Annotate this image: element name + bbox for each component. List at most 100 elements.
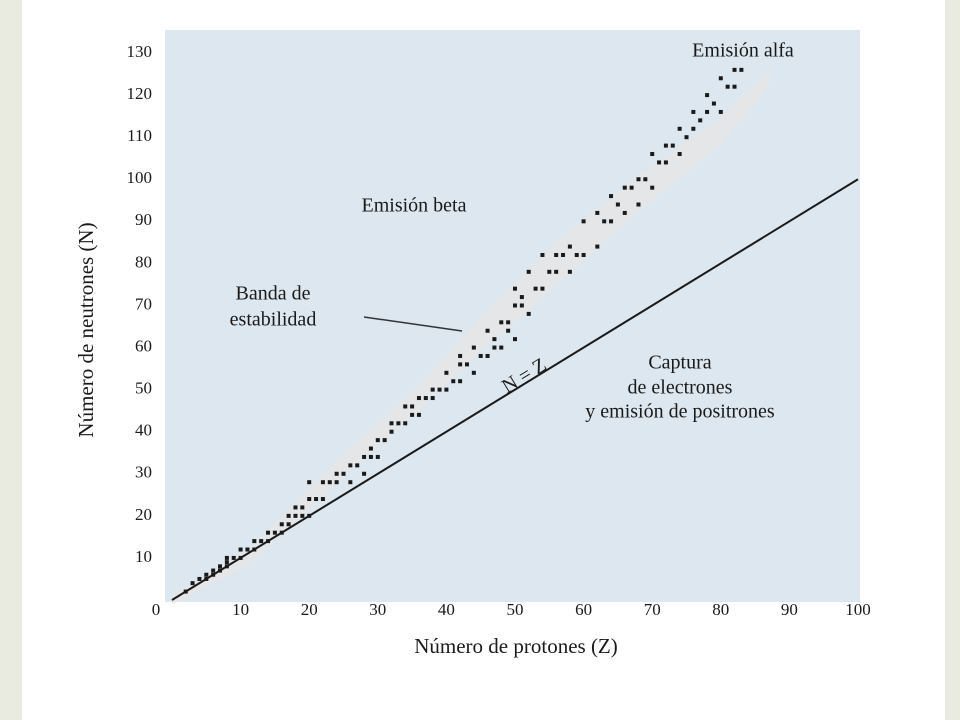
data-point	[519, 295, 524, 300]
data-point	[458, 379, 463, 384]
y-tick-label: 100	[127, 168, 153, 187]
data-point	[197, 576, 202, 581]
data-point	[677, 126, 682, 131]
data-point	[183, 589, 188, 594]
y-axis-label: Número de neutrones (N)	[74, 222, 98, 437]
data-point	[581, 219, 586, 224]
data-point	[636, 202, 641, 207]
data-point	[437, 387, 442, 392]
data-point	[368, 446, 373, 451]
data-point	[581, 252, 586, 257]
data-point	[389, 429, 394, 434]
data-point	[252, 539, 257, 544]
data-point	[732, 84, 737, 89]
y-tick-label: 70	[135, 294, 152, 313]
y-tick-label: 120	[127, 84, 153, 103]
data-point	[458, 362, 463, 367]
data-point	[362, 454, 367, 459]
data-point	[595, 244, 600, 249]
annotation: y emisión de positrones	[585, 401, 775, 423]
data-point	[485, 328, 490, 333]
y-tick-label: 130	[127, 42, 153, 61]
data-point	[279, 522, 284, 527]
data-point	[238, 555, 243, 560]
data-point	[636, 177, 641, 182]
data-point	[300, 513, 305, 518]
y-tick-label: 110	[127, 126, 152, 145]
data-point	[375, 438, 380, 443]
data-point	[629, 185, 634, 190]
data-point	[204, 576, 209, 581]
data-point	[403, 421, 408, 426]
data-point	[533, 286, 538, 291]
data-point	[410, 404, 415, 409]
data-point	[650, 152, 655, 157]
data-point	[643, 177, 648, 182]
data-point	[615, 202, 620, 207]
data-point	[513, 337, 517, 342]
data-point	[286, 513, 291, 518]
data-point	[471, 370, 476, 375]
data-point	[224, 555, 229, 560]
data-point	[732, 67, 737, 72]
data-point	[499, 345, 504, 350]
x-tick-label: 30	[369, 600, 386, 619]
data-point	[293, 513, 298, 518]
data-point	[279, 530, 284, 535]
y-tick-label: 10	[135, 547, 152, 566]
data-point	[622, 185, 627, 190]
data-point	[492, 345, 497, 350]
data-point	[540, 252, 545, 257]
data-point	[567, 244, 572, 249]
data-point	[499, 320, 504, 325]
data-point	[314, 497, 319, 502]
data-point	[327, 480, 332, 485]
data-point	[211, 572, 216, 577]
data-point	[595, 210, 600, 215]
data-point	[300, 505, 305, 510]
data-point	[410, 412, 415, 417]
data-point	[430, 396, 435, 401]
x-tick-label: 0	[152, 600, 161, 619]
x-tick-label: 10	[232, 600, 249, 619]
annotation: estabilidad	[230, 309, 317, 331]
data-point	[602, 219, 607, 224]
data-point	[519, 303, 524, 308]
data-point	[444, 370, 449, 375]
data-point	[657, 160, 662, 165]
data-point	[355, 463, 360, 468]
data-point	[574, 252, 579, 257]
x-tick-label: 40	[438, 600, 455, 619]
data-point	[211, 568, 216, 573]
data-point	[266, 539, 271, 544]
data-point	[293, 505, 298, 510]
data-point	[567, 269, 572, 274]
data-point	[286, 522, 291, 527]
data-point	[691, 109, 696, 114]
data-point	[334, 480, 339, 485]
data-point	[252, 547, 257, 552]
data-point	[705, 109, 710, 114]
data-point	[348, 480, 353, 485]
data-point	[320, 497, 325, 502]
data-point	[554, 252, 559, 257]
y-tick-label: 40	[135, 421, 152, 440]
data-point	[526, 269, 531, 274]
data-point	[677, 152, 682, 157]
data-point	[458, 353, 463, 358]
annotation: Emisión alfa	[692, 40, 794, 62]
data-point	[423, 396, 428, 401]
data-point	[444, 387, 449, 392]
data-point	[224, 560, 229, 565]
x-axis-label: Número de protones (Z)	[414, 634, 618, 658]
data-point	[609, 219, 614, 224]
reference-line	[171, 178, 859, 601]
annotation: Captura	[648, 352, 711, 374]
data-point	[663, 143, 668, 148]
data-point	[238, 547, 243, 552]
data-point	[382, 438, 387, 443]
x-tick-label: 90	[781, 600, 798, 619]
data-point	[540, 286, 545, 291]
data-point	[451, 379, 456, 384]
